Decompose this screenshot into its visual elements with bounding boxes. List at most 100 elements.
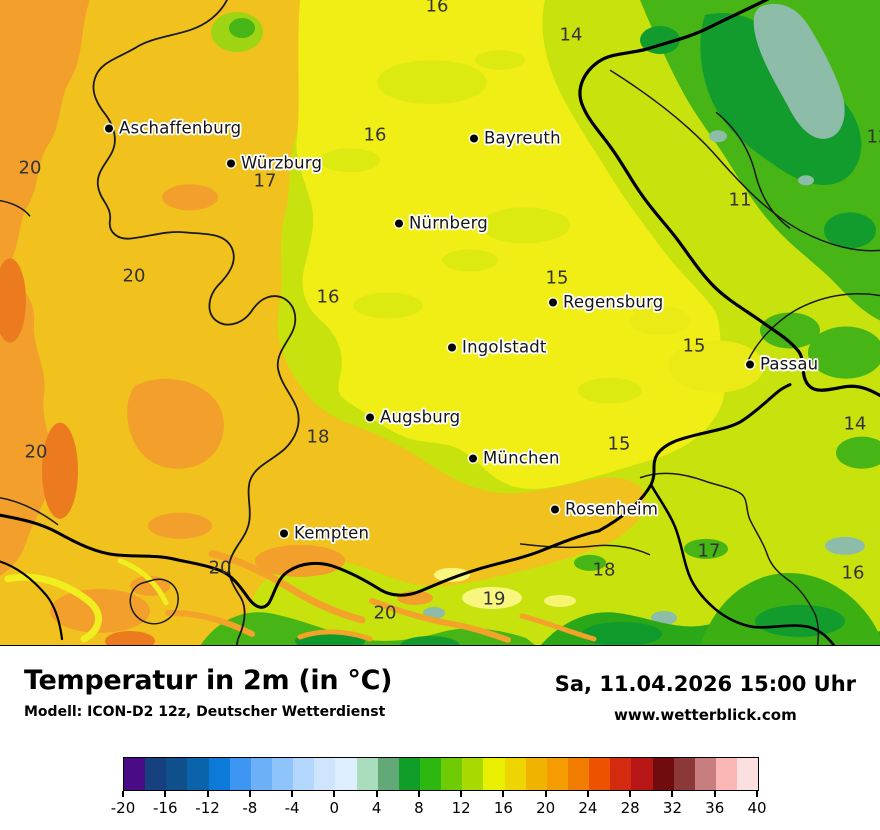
city-label: Rosenheim [565,499,659,519]
region-passau-yellow [668,340,764,393]
temperature-value-label: 18 [306,426,330,448]
city-marker: Bayreuth [470,129,561,148]
colorbar-tick-label: 16 [493,798,513,817]
city-label: Bayreuth [484,128,561,148]
colorbar-tick-label: 36 [705,798,725,817]
temperature-value-label: 15 [682,335,706,357]
colorbar-tick-label: 8 [414,798,424,817]
colorbar-segment [715,758,738,790]
region-east-green [574,312,880,571]
colorbar-tick-label: 40 [747,798,767,817]
region-bottomleft-yellow-streaks [4,558,169,643]
colorbar-segment [229,758,251,790]
region-ne-darkgreen [700,13,862,185]
colorbar-tick-label: -12 [195,798,220,817]
footer-right: Sa, 11.04.2026 15:00 Uhr www.wetterblick… [555,665,856,724]
colorbar-segment [694,758,716,790]
city-label: Aschaffenburg [119,118,242,138]
city-label: Ingolstadt [462,337,547,357]
colorbar-segment [483,758,505,790]
colorbar-tick-label: 24 [578,798,598,817]
temperature-value-label: 15 [607,433,631,455]
city-label: Augsburg [380,407,461,427]
footer-left: Temperatur in 2m (in °C) Modell: ICON-D2… [24,665,392,720]
colorbar-segment [462,758,484,790]
city-marker: Würzburg [227,154,322,173]
colorbar-tickmark [544,790,547,797]
colorbar-tick-label: 32 [662,798,682,817]
weather-map: Aschaffenburg Würzburg Bayreuth Nürnberg Reg… [0,0,880,646]
temperature-value-label: 14 [559,24,583,46]
region-passau-yellow2 [630,305,690,336]
colorbar-tick-label: -16 [153,798,178,817]
border-country [0,0,880,645]
city-dot-icon [227,159,235,167]
city-dot-icon [280,529,288,537]
temperature-value-label: 16 [363,124,387,146]
colorbar-tickmark [206,790,209,797]
region-central-yellow [296,0,726,489]
colorbar-segment [314,758,336,790]
colorbar-segment [631,758,653,790]
temperature-value-label: 12 [866,126,880,148]
temperature-value-label: 19 [482,588,506,610]
colorbar-segment [737,758,759,790]
city-marker: Kempten [280,524,369,543]
terrain-svg [0,0,880,645]
colorbar-tick-label: -4 [284,798,300,817]
city-dot-icon [469,454,477,462]
city-marker: Nürnberg [395,214,488,233]
region-hot-orange-spots [0,258,155,645]
city-label: Kempten [294,523,370,543]
temperature-value-label: 20 [24,441,48,463]
colorbar-tick-label: 12 [451,798,471,817]
colorbar-tickmark [629,790,632,797]
colorbar-tickmark [713,790,716,797]
temperature-value-label: 20 [373,602,397,624]
temperature-value-label: 14 [843,413,867,435]
colorbar-segment [377,758,399,790]
temperature-value-label: 16 [841,562,865,584]
city-label: Nürnberg [409,213,488,233]
city-marker: Augsburg [366,408,460,427]
region-yellow-speckles [320,50,642,404]
city-dot-icon [470,134,478,142]
city-dot-icon [448,343,456,351]
colorbar-tick-label: -8 [242,798,258,817]
colorbar-tickmark [671,790,674,797]
city-marker: Regensburg [549,293,663,312]
colorbar-segment [525,758,547,790]
colorbar-tickmark [291,790,294,797]
colorbar-segment [293,758,315,790]
border-bavaria-west [92,0,300,645]
city-dot-icon [105,124,113,132]
region-teal-ridge [753,4,845,139]
colorbar-tick-label: 4 [371,798,382,817]
colorbar-tick-label: 0 [329,798,340,817]
city-label: Würzburg [241,153,323,173]
colorbar-segment [546,758,568,790]
colorbar-segment [652,758,674,790]
colorbar-tick-label: 28 [620,798,640,817]
colorbar-segment [166,758,188,790]
colorbar-tick-label: -20 [110,798,136,817]
colorbar-tickmark [375,790,378,797]
region-alps [200,567,880,645]
city-marker: Aschaffenburg [105,119,241,138]
city-marker: Passau [746,355,818,374]
colorbar [123,757,759,791]
colorbar-tick-label: 20 [536,798,556,817]
temperature-value-label: 15 [545,267,569,289]
colorbar-segment [673,758,695,790]
temperature-value-label: 16 [316,286,340,308]
colorbar-tickmark [164,790,167,797]
colorbar-segment [271,758,294,790]
colorbar-tickmark [122,790,124,797]
city-marker: Ingolstadt [448,338,547,357]
temperature-value-label: 17 [697,540,721,562]
temperature-value-label: 20 [208,557,232,579]
region-nw-green2 [229,18,255,39]
region-west-orange [0,0,433,633]
city-label: München [483,448,560,468]
city-dot-icon [746,360,754,368]
